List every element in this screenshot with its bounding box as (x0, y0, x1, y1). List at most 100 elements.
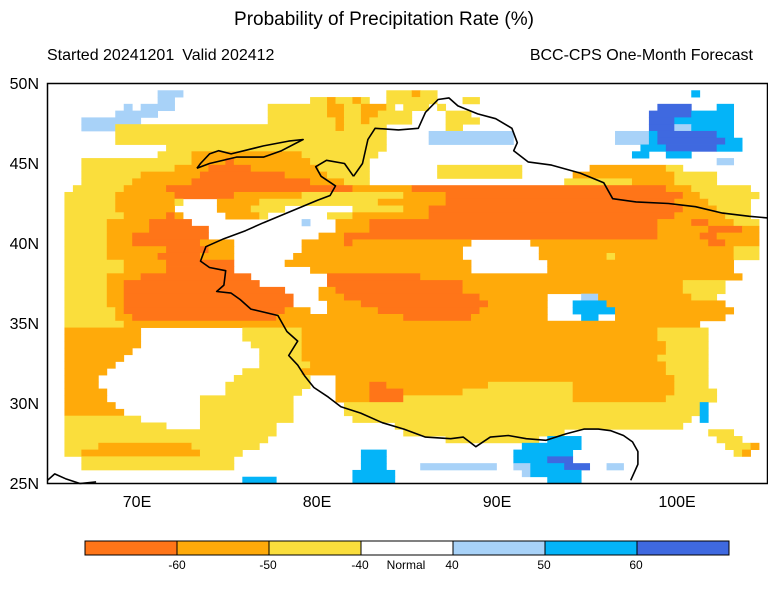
grid-cell (742, 449, 751, 457)
grid-cell (98, 442, 192, 450)
grid-cell (301, 334, 658, 342)
grid-cell (437, 103, 447, 112)
grid-cell (386, 97, 438, 105)
grid-cell (343, 103, 362, 112)
grid-cell (149, 225, 209, 234)
lon-tick: 100E (658, 494, 695, 511)
grid-cell (360, 110, 379, 118)
grid-cell (199, 408, 294, 417)
grid-cell (674, 212, 726, 220)
colorbar-swatch (544, 540, 638, 556)
grid-cell (445, 198, 675, 206)
grid-cell (733, 252, 760, 261)
grid-cell (106, 232, 133, 240)
grid-cell (106, 246, 167, 254)
grid-cell (64, 442, 99, 450)
grid-cell (199, 252, 235, 261)
grid-cell (64, 246, 108, 254)
grid-cell (64, 307, 116, 315)
grid-cell (665, 144, 718, 152)
grid-cell (250, 205, 286, 213)
lon-tick: 70E (123, 494, 151, 511)
grid-cell (149, 219, 192, 227)
grid-cell (327, 212, 353, 220)
grid-cell (513, 449, 574, 457)
grid-cell (276, 314, 404, 322)
grid-cell (301, 219, 311, 227)
grid-cell (106, 273, 142, 281)
lat-tick: 30N (10, 396, 39, 413)
grid-cell (301, 151, 379, 159)
grid-cell (682, 286, 726, 295)
grid-cell (81, 124, 116, 132)
grid-cell (64, 300, 108, 308)
lat-tick: 45N (10, 156, 39, 173)
grid-cell (699, 415, 709, 423)
grid-cell (403, 395, 574, 403)
grid-cell (674, 375, 709, 383)
grid-cell (225, 388, 303, 396)
grid-cell (657, 232, 701, 240)
grid-cell (301, 368, 667, 376)
grid-cell (691, 293, 718, 301)
grid-cell (132, 178, 192, 186)
colorbar-swatch (452, 540, 546, 556)
grid-cell (725, 212, 751, 220)
lon-tick: 80E (303, 494, 331, 511)
grid-cell (225, 381, 311, 389)
grid-cell (657, 103, 692, 112)
grid-cell (208, 246, 235, 254)
grid-cell (327, 97, 336, 105)
colorbar-label: -40 (351, 558, 369, 572)
grid-cell (665, 151, 692, 159)
border-line (352, 97, 768, 219)
grid-cell (64, 415, 142, 423)
grid-cell (665, 341, 709, 349)
grid-cell (132, 232, 209, 240)
colorbar-labels: -60 -50 -40 Normal 40 50 60 (168, 558, 643, 572)
grid-cell (615, 130, 650, 139)
grid-cell (64, 191, 116, 200)
grid-cell (682, 191, 701, 200)
grid-cell (530, 469, 582, 478)
grid-cell (674, 124, 692, 132)
grid-cell (335, 219, 370, 227)
grid-cell (742, 225, 760, 234)
grid-cell (640, 144, 667, 152)
grid-cell (106, 239, 133, 247)
grid-cell (665, 368, 709, 376)
grid-cell (216, 205, 252, 213)
grid-cell (64, 314, 116, 322)
grid-cell (64, 408, 125, 417)
grid-cell (123, 259, 167, 267)
grid-cell (530, 239, 709, 247)
grid-cell (648, 124, 675, 132)
grid-cell (343, 232, 658, 240)
lat-tick: 40N (10, 236, 39, 253)
grid-cell (564, 178, 633, 186)
grid-cell (403, 205, 430, 213)
grid-cell (343, 293, 480, 301)
grid-cell (572, 381, 675, 389)
grid-cell (615, 307, 735, 315)
grid-cell (335, 388, 370, 396)
grid-cell (123, 103, 133, 112)
grid-cell (199, 239, 235, 247)
grid-cell (64, 225, 108, 234)
grid-cell (572, 171, 675, 179)
grid-cell (572, 388, 675, 396)
grid-cell (716, 436, 743, 444)
grid-cell (369, 219, 658, 227)
grid-cell (301, 246, 463, 254)
grid-cell (123, 293, 294, 301)
grid-cell (521, 469, 531, 478)
grid-cell (538, 252, 607, 261)
grid-cell (64, 334, 142, 342)
grid-cell (335, 97, 353, 105)
grid-cell (81, 117, 142, 125)
grid-cell (327, 280, 463, 288)
grid-cell (716, 205, 751, 213)
grid-cell (708, 225, 743, 234)
country-borders (46, 97, 768, 485)
grid-cell (360, 449, 387, 457)
